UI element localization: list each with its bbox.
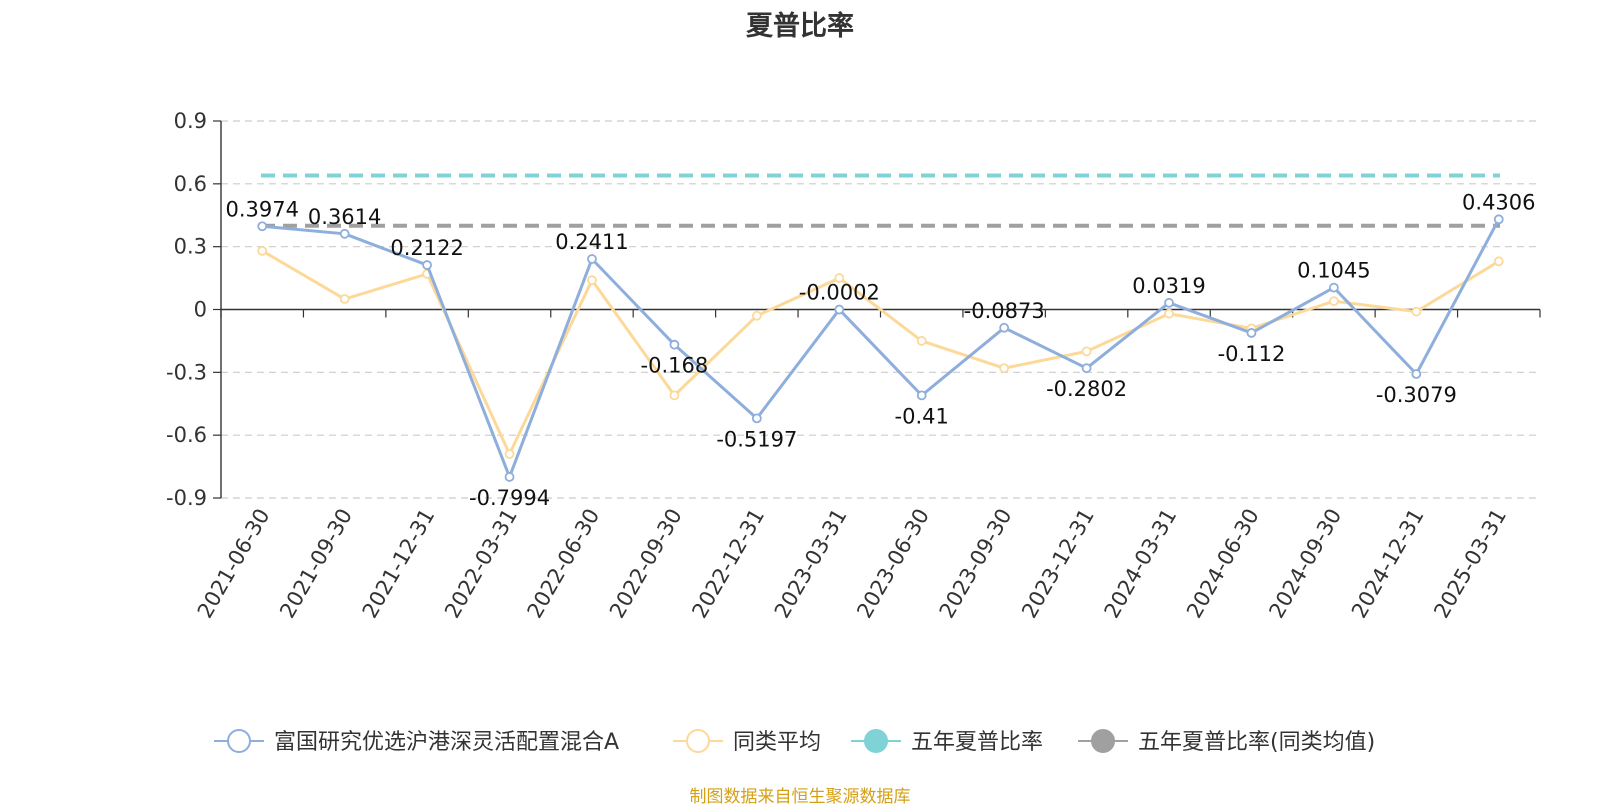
legend-circle-marker: [864, 729, 888, 753]
series-point: [916, 390, 927, 401]
series-point: [834, 304, 845, 315]
series-line: [262, 218, 1501, 479]
series-point: [339, 228, 350, 239]
y-tick-label: 0.6: [174, 172, 207, 196]
series-point: [1493, 214, 1504, 225]
x-tick-label: 2023-03-31: [770, 505, 852, 623]
series-point: [339, 294, 350, 304]
legend[interactable]: 富国研究优选沪港深灵活配置混合A 同类平均 五年夏普比率 五年夏普比率(同类均值): [214, 729, 1375, 755]
x-tick-label: 2023-09-30: [935, 505, 1017, 623]
x-tick-label: 2022-03-31: [440, 505, 522, 623]
x-tick-label: 2021-12-31: [358, 505, 440, 623]
x-tick-label: 2021-06-30: [193, 505, 275, 623]
data-label: -0.0873: [964, 299, 1045, 323]
series-lines: [257, 214, 1504, 482]
x-tick-label: 2023-06-30: [852, 505, 934, 623]
x-tick-label: 2021-09-30: [275, 505, 357, 623]
legend-label: 富国研究优选沪港深灵活配置混合A: [274, 730, 619, 755]
y-tick-label: -0.6: [166, 423, 207, 447]
grid-lines: [221, 120, 1540, 499]
series-point: [1164, 308, 1174, 319]
series-point: [751, 413, 762, 424]
x-tick-label: 2022-06-30: [522, 505, 604, 623]
data-label: -0.3079: [1376, 383, 1457, 407]
data-label: -0.112: [1218, 342, 1286, 366]
y-tick-label: 0: [194, 298, 207, 322]
series-point: [1164, 297, 1174, 308]
chart-title: 夏普比率: [746, 11, 854, 42]
legend-item[interactable]: 富国研究优选沪港深灵活配置混合A: [214, 729, 619, 755]
data-label: -0.5197: [716, 427, 797, 451]
x-tick-label: 2024-06-30: [1182, 505, 1264, 623]
data-label: 0.2411: [555, 230, 628, 254]
series-line: [261, 249, 1500, 456]
x-tick-label: 2025-03-31: [1429, 505, 1511, 623]
legend-item[interactable]: 五年夏普比率(同类均值): [1078, 729, 1375, 755]
x-tick-label: 2022-12-31: [687, 505, 769, 623]
data-label: -0.2802: [1046, 377, 1127, 401]
legend-circle-marker: [686, 729, 710, 753]
series-point: [1411, 306, 1422, 317]
x-tick-label: 2024-12-31: [1347, 505, 1429, 623]
legend-circle-marker: [227, 729, 251, 753]
series-point: [1493, 256, 1504, 267]
series-point: [1411, 369, 1422, 379]
x-tick-label: 2023-12-31: [1017, 505, 1099, 623]
legend-item[interactable]: 五年夏普比率: [851, 729, 1043, 755]
source-note: 制图数据来自恒生聚源数据库: [689, 787, 911, 807]
series-point: [1329, 296, 1339, 307]
series-point: [669, 390, 680, 401]
legend-item[interactable]: 同类平均: [673, 729, 821, 755]
series-point: [1246, 328, 1257, 338]
y-tick-label: -0.9: [166, 486, 207, 510]
series-point: [504, 472, 515, 482]
data-label: -0.0002: [799, 281, 880, 305]
series-point: [916, 336, 927, 346]
data-labels: 0.3974 0.3614 0.2122 -0.7994 0.2411 -0.168 -0.…: [225, 190, 1535, 510]
series-point: [1081, 346, 1092, 357]
y-tick-label: -0.3: [166, 360, 207, 384]
reference-lines: [261, 173, 1500, 228]
data-label: -0.168: [641, 354, 709, 378]
series-point: [669, 339, 680, 350]
data-label: 0.3974: [225, 197, 298, 221]
x-tick-label: 2024-09-30: [1264, 505, 1346, 623]
legend-label: 五年夏普比率(同类均值): [1138, 730, 1375, 755]
y-tick-label: 0.3: [174, 235, 207, 259]
series-point: [1329, 282, 1339, 293]
legend-label: 五年夏普比率: [911, 730, 1043, 755]
series-point: [834, 273, 845, 283]
series-point: [257, 245, 268, 256]
series-point: [751, 310, 762, 321]
series-point: [999, 322, 1010, 333]
series-point: [587, 275, 597, 286]
series-point: [1081, 363, 1092, 374]
legend-label: 同类平均: [733, 730, 821, 755]
series-point: [257, 221, 268, 232]
y-tick-label: 0.9: [174, 109, 207, 133]
data-label: -0.7994: [469, 486, 550, 510]
legend-circle-marker: [1091, 729, 1115, 753]
series-point: [587, 254, 597, 264]
series-point: [999, 363, 1010, 374]
series-point: [422, 260, 432, 270]
data-label: 0.1045: [1297, 259, 1370, 283]
x-tick-label: 2022-09-30: [605, 505, 687, 623]
data-label: 0.3614: [308, 205, 381, 229]
data-label: -0.41: [895, 404, 949, 428]
data-label: 0.2122: [390, 236, 463, 260]
data-label: 0.4306: [1462, 190, 1535, 214]
series-point: [504, 449, 515, 459]
x-tick-label: 2024-03-31: [1100, 505, 1182, 623]
data-label: 0.0319: [1132, 274, 1205, 298]
